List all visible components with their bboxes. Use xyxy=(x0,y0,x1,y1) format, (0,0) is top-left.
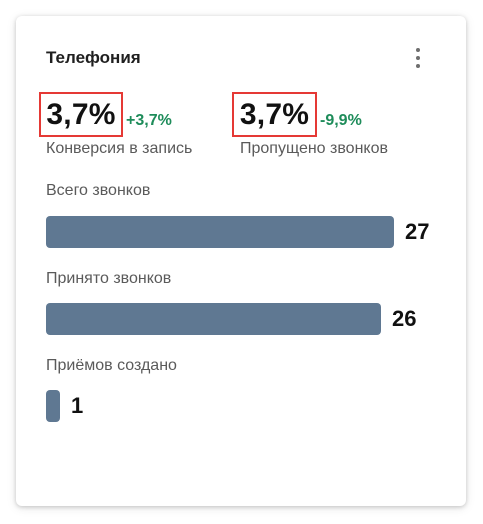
more-vertical-icon[interactable] xyxy=(410,46,426,72)
menu-dot xyxy=(416,48,420,52)
conversion-value: 3,7% xyxy=(46,97,116,131)
conversion-label: Конверсия в запись xyxy=(46,140,193,157)
missed-calls-label: Пропущено звонков xyxy=(240,140,388,157)
bar-appointments-created xyxy=(46,390,60,422)
menu-dot xyxy=(416,64,420,68)
telephony-card: Телефония 3,7% +3,7% Конверсия в запись … xyxy=(16,16,466,506)
conversion-delta: +3,7% xyxy=(126,112,172,129)
bar-value-appointments-created: 1 xyxy=(71,393,84,418)
bar-total-calls xyxy=(46,216,394,248)
menu-dot xyxy=(416,56,420,60)
bar-label-accepted-calls: Принято звонков xyxy=(46,270,172,287)
bar-value-total-calls: 27 xyxy=(405,219,430,244)
bar-label-total-calls: Всего звонков xyxy=(46,182,151,199)
bar-label-appointments-created: Приёмов создано xyxy=(46,357,177,374)
missed-calls-value: 3,7% xyxy=(239,97,310,131)
missed-calls-value-box: 3,7% xyxy=(232,92,317,137)
card-title: Телефония xyxy=(46,48,141,67)
bar-value-accepted-calls: 26 xyxy=(392,306,417,331)
bar-accepted-calls xyxy=(46,303,381,335)
missed-calls-delta: -9,9% xyxy=(320,112,362,129)
conversion-value-box: 3,7% xyxy=(39,92,123,137)
